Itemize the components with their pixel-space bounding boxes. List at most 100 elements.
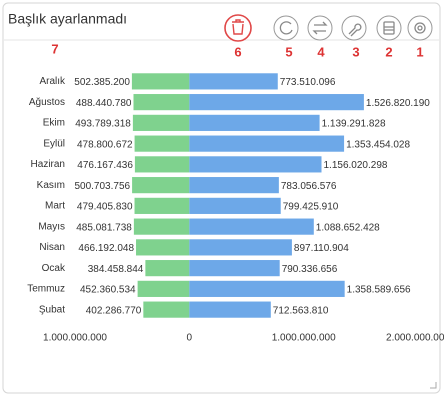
bar <box>136 239 190 256</box>
y-tick-label: Eylül <box>43 138 65 149</box>
data-label-background <box>75 197 134 214</box>
data-label-background <box>75 218 134 235</box>
y-tick-label: Ağustos <box>29 97 65 108</box>
resize-handle[interactable] <box>430 382 437 389</box>
data-label: 466.192.048 <box>78 243 134 254</box>
data-label: 485.081.738 <box>76 222 132 233</box>
y-tick-label: Haziran <box>31 159 65 170</box>
sheet-button[interactable] <box>376 15 402 41</box>
data-label: 502.385.200 <box>74 77 130 88</box>
bar <box>189 156 322 173</box>
bar <box>131 73 190 90</box>
data-label: 1.088.652.428 <box>316 222 380 233</box>
bar <box>189 114 320 131</box>
bar <box>189 260 280 277</box>
annotation: 5 <box>285 44 292 59</box>
y-tick-label: Mart <box>45 201 65 212</box>
y-tick-label: Nisan <box>39 242 65 253</box>
data-label-background <box>75 135 135 152</box>
bar <box>134 156 190 173</box>
data-label-background <box>86 260 145 277</box>
data-label-background <box>320 114 387 131</box>
settings-tool-button[interactable] <box>341 15 367 41</box>
data-label: 488.440.780 <box>76 98 132 109</box>
data-label-background <box>322 156 389 173</box>
data-label-background <box>74 94 133 111</box>
swap-button[interactable] <box>307 15 333 41</box>
data-label-background <box>279 177 338 194</box>
data-label: 1.353.454.028 <box>346 139 410 150</box>
annotation: 4 <box>317 44 325 59</box>
data-label-background <box>76 156 135 173</box>
data-label: 790.336.656 <box>282 264 338 275</box>
annotation: 1 <box>416 44 423 59</box>
x-tick-label: 1.000.000.000 <box>272 333 336 344</box>
data-label-background <box>74 114 133 131</box>
bar <box>189 73 278 90</box>
x-tick-label: 2.000.000.000 <box>386 333 444 344</box>
panel-title: Başlık ayarlanmadı <box>8 11 127 27</box>
gear-button[interactable] <box>407 15 433 41</box>
data-label: 500.703.756 <box>74 181 130 192</box>
data-label: 402.286.770 <box>86 305 142 316</box>
data-label: 1.156.020.298 <box>324 160 388 171</box>
data-label: 783.056.576 <box>281 181 337 192</box>
annotation: 3 <box>352 44 359 59</box>
data-label-background <box>77 239 136 256</box>
bar <box>189 239 292 256</box>
bar <box>189 135 345 152</box>
x-tick-label: 1.000.000.000 <box>43 333 107 344</box>
bar <box>189 280 345 297</box>
refresh-button[interactable] <box>273 15 299 41</box>
data-label-background <box>271 301 330 318</box>
annotation: 2 <box>385 44 392 59</box>
data-label: 476.167.436 <box>77 160 133 171</box>
data-label: 773.510.096 <box>280 77 336 88</box>
data-label-background <box>78 280 138 297</box>
data-label-background <box>280 260 339 277</box>
x-tick-label: 0 <box>187 333 193 344</box>
data-label: 479.405.830 <box>77 202 133 213</box>
data-label-background <box>345 135 412 152</box>
y-tick-label: Şubat <box>39 304 65 315</box>
data-label-background <box>292 239 351 256</box>
data-label: 1.139.291.828 <box>322 119 386 130</box>
data-label: 712.563.810 <box>273 305 329 316</box>
bar <box>143 301 190 318</box>
delete-button[interactable] <box>224 14 252 42</box>
data-label-background <box>84 301 143 318</box>
bar <box>189 197 281 214</box>
data-label-background <box>281 197 340 214</box>
bar <box>145 260 190 277</box>
bar <box>132 114 190 131</box>
data-label: 493.789.318 <box>75 119 131 130</box>
annotation: 6 <box>234 44 241 59</box>
data-label: 1.526.820.190 <box>366 98 430 109</box>
data-label: 1.358.589.656 <box>347 285 411 296</box>
bar <box>133 218 190 235</box>
bar <box>134 135 190 152</box>
y-tick-label: Temmuz <box>27 284 65 295</box>
bar <box>189 177 279 194</box>
data-label-background <box>73 73 132 90</box>
bar <box>132 177 190 194</box>
data-label: 452.360.534 <box>80 285 136 296</box>
data-label-background <box>345 280 413 297</box>
data-label: 799.425.910 <box>283 202 339 213</box>
data-label-background <box>314 218 382 235</box>
y-tick-label: Aralık <box>39 76 66 87</box>
bar <box>189 301 271 318</box>
data-label: 384.458.844 <box>88 264 144 275</box>
y-tick-label: Mayıs <box>38 221 65 232</box>
bar <box>189 94 364 111</box>
bar <box>133 94 190 111</box>
data-label-background <box>364 94 432 111</box>
data-label-background <box>73 177 132 194</box>
data-label: 478.800.672 <box>77 139 133 150</box>
data-label: 897.110.904 <box>294 243 349 254</box>
y-tick-label: Ekim <box>43 118 65 129</box>
y-tick-label: Kasım <box>37 180 65 191</box>
bar <box>137 280 190 297</box>
y-tick-label: Ocak <box>42 263 66 274</box>
